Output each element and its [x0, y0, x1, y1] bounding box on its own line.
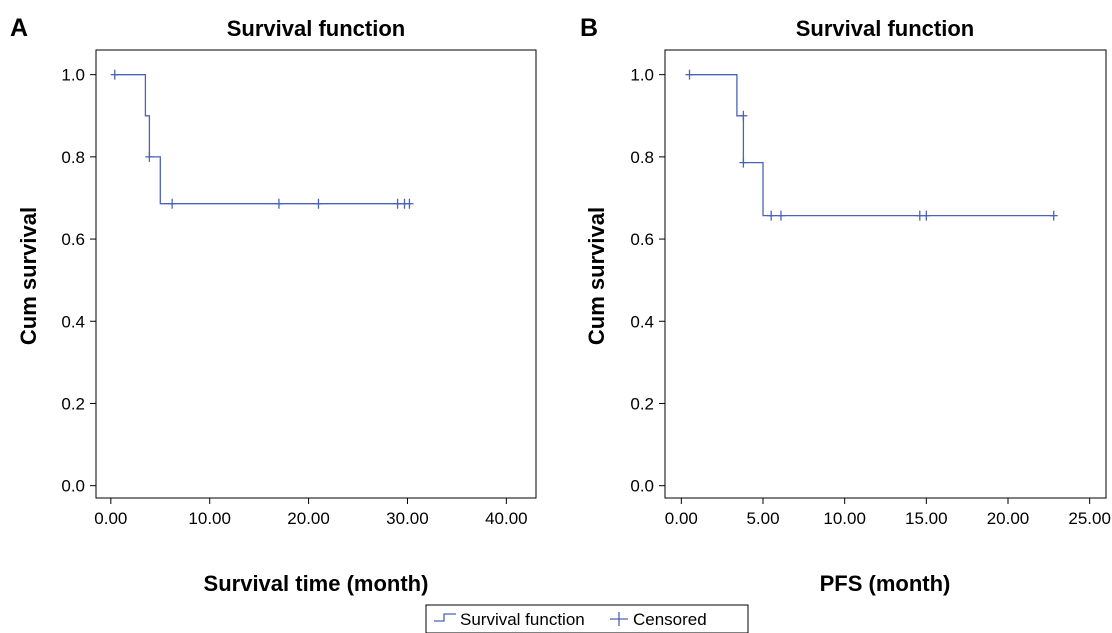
y-tick-label-b: 0.8	[630, 148, 654, 167]
chart-title-a: Survival function	[227, 16, 405, 41]
y-tick-label-b: 0.6	[630, 230, 654, 249]
y-tick-label-a: 0.4	[61, 312, 85, 331]
y-axis-label-a: Cum survival	[16, 207, 41, 345]
censor-mark-b	[776, 210, 785, 221]
y-tick-label-a: 0.8	[61, 148, 85, 167]
y-tick-label-b: 0.0	[630, 477, 654, 496]
x-tick-label-b: 25.00	[1068, 509, 1111, 528]
x-tick-label-b: 20.00	[987, 509, 1030, 528]
survival-step-line-a	[114, 74, 410, 205]
censor-mark-a	[168, 198, 177, 209]
censor-mark-a	[405, 198, 414, 209]
panel-letter-a: A	[10, 14, 28, 42]
axes-b: 0.00 5.00 10.00 15.00 20.00 25.00 0.0 0.2 0.4 0.6…	[630, 66, 1111, 528]
plot-frame-b	[664, 49, 1107, 499]
x-tick-label-a: 20.00	[287, 509, 330, 528]
legend-label-censored: Censored	[633, 610, 707, 629]
panel-letter-b: B	[580, 14, 598, 42]
censor-mark-a	[274, 198, 283, 209]
censor-mark-b	[1049, 210, 1058, 221]
x-tick-label-a: 30.00	[386, 509, 429, 528]
x-axis-label-b: PFS (month)	[820, 571, 951, 596]
axes-a: 0.00 10.00 20.00 30.00 40.00 0.0 0.2 0.4 0.6 0.8 1…	[61, 66, 527, 528]
chart-title-b: Survival function	[796, 16, 974, 41]
censor-mark-a	[393, 198, 402, 209]
legend: Survival function Censored	[425, 604, 749, 633]
x-tick-label-a: 40.00	[485, 509, 528, 528]
x-tick-label-b: 0.00	[665, 509, 698, 528]
legend-box	[425, 604, 749, 633]
y-tick-label-b: 0.4	[630, 312, 654, 331]
censor-mark-b	[922, 210, 931, 221]
x-tick-label-b: 5.00	[746, 509, 779, 528]
censor-mark-b	[767, 210, 776, 221]
censor-mark-b	[685, 69, 694, 80]
y-tick-label-a: 0.2	[61, 394, 85, 413]
marks-a	[110, 69, 414, 209]
censor-mark-a	[314, 198, 323, 209]
legend-step-icon	[434, 613, 456, 622]
censor-mark-a	[110, 69, 119, 80]
x-tick-label-b: 10.00	[823, 509, 866, 528]
y-tick-label-b: 1.0	[630, 66, 654, 85]
y-tick-label-b: 0.2	[630, 394, 654, 413]
y-tick-label-a: 1.0	[61, 66, 85, 85]
x-tick-label-a: 0.00	[94, 509, 127, 528]
y-tick-label-a: 0.0	[61, 477, 85, 496]
marks-b	[685, 69, 1058, 221]
censor-mark-b	[739, 110, 748, 121]
legend-label-survival: Survival function	[460, 610, 585, 629]
censor-mark-b	[739, 157, 748, 168]
x-tick-label-a: 10.00	[188, 509, 231, 528]
x-tick-label-b: 15.00	[905, 509, 948, 528]
x-axis-label-a: Survival time (month)	[204, 571, 429, 596]
survival-step-line-b	[689, 74, 1054, 217]
plot-frame-a	[95, 49, 537, 499]
y-axis-label-b: Cum survival	[584, 207, 609, 345]
censor-mark-a	[145, 151, 154, 162]
y-tick-label-a: 0.6	[61, 230, 85, 249]
legend-censor-icon	[610, 612, 628, 626]
